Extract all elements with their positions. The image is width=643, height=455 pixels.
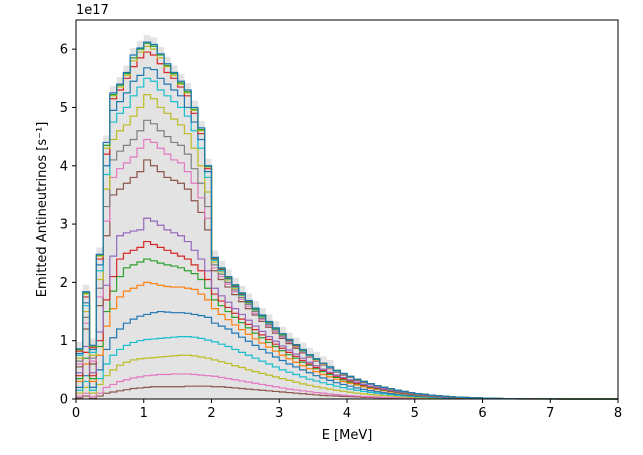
y-tick-label: 2 — [60, 276, 68, 291]
y-tick-label: 4 — [60, 159, 68, 174]
x-tick-label: 7 — [546, 406, 554, 421]
y-axis-ticks: 0 1 2 3 4 5 6 — [60, 43, 76, 408]
x-tick-label: 6 — [478, 406, 486, 421]
y-tick-label: 6 — [60, 43, 68, 58]
x-tick-label: 8 — [614, 406, 622, 421]
x-tick-label: 2 — [207, 406, 215, 421]
y-tick-label: 1 — [60, 334, 68, 349]
y-tick-label: 5 — [60, 101, 68, 116]
x-tick-label: 0 — [72, 406, 80, 421]
x-tick-label: 3 — [275, 406, 283, 421]
x-axis-ticks: 0 1 2 3 4 5 6 7 8 — [72, 399, 622, 421]
x-tick-label: 5 — [411, 406, 419, 421]
x-axis-label: E [MeV] — [322, 428, 373, 443]
y-tick-label: 3 — [60, 218, 68, 233]
y-axis-label: Emitted Antineutrinos [s⁻¹] — [35, 122, 50, 298]
y-scale-exponent: 1e17 — [76, 3, 109, 18]
y-tick-label: 0 — [60, 393, 68, 408]
x-tick-label: 1 — [140, 406, 148, 421]
x-tick-label: 4 — [343, 406, 351, 421]
